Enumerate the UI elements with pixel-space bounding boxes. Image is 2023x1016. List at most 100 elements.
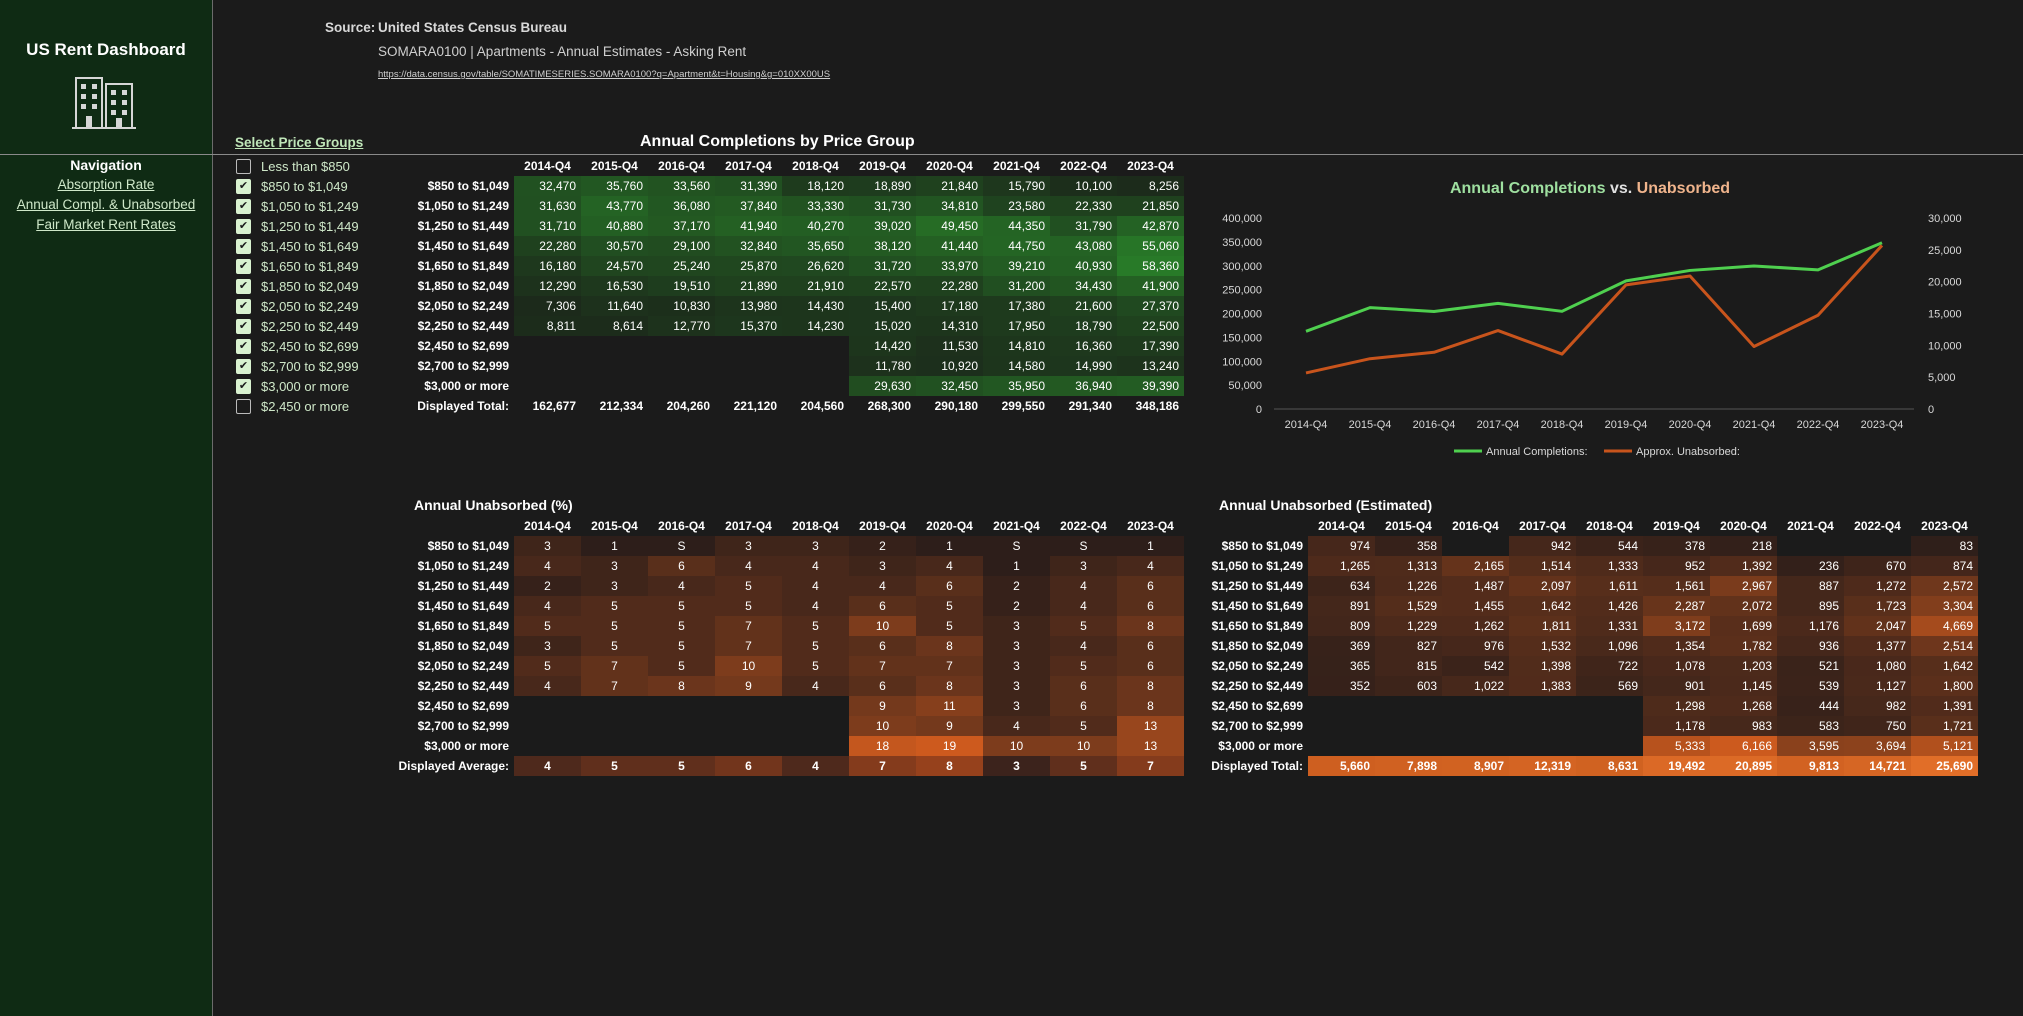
checkbox-unchecked-icon[interactable] bbox=[236, 158, 251, 174]
price-group-checkbox-row[interactable]: Less than $850 bbox=[236, 156, 350, 176]
table-cell: 12,290 bbox=[514, 276, 581, 296]
checkbox-checked-icon[interactable]: ✔ bbox=[236, 218, 251, 234]
table-cell: 30,570 bbox=[581, 236, 648, 256]
table-cell: 1 bbox=[983, 556, 1050, 576]
x-tick-label: 2016-Q4 bbox=[1413, 419, 1456, 431]
table-cell: 5 bbox=[581, 596, 648, 616]
checkbox-checked-icon[interactable]: ✔ bbox=[236, 238, 251, 254]
table-cell: 5 bbox=[648, 596, 715, 616]
table-cell: 22,280 bbox=[916, 276, 983, 296]
table-cell: 3 bbox=[849, 556, 916, 576]
table-cell: 5 bbox=[782, 636, 849, 656]
header-row: 2014-Q4 2015-Q4 2016-Q4 2017-Q4 2018-Q4 2019-… bbox=[1201, 516, 1978, 536]
table-cell: 5 bbox=[648, 656, 715, 676]
checkbox-checked-icon[interactable]: ✔ bbox=[236, 378, 251, 394]
table-cell: 44,750 bbox=[983, 236, 1050, 256]
table-cell: 10,920 bbox=[916, 356, 983, 376]
table-row: $1,450 to $1,649 891 1,529 1,455 1,642 1,426 2… bbox=[1201, 596, 1978, 616]
row-label: $2,450 to $2,699 bbox=[417, 339, 509, 353]
price-group-checkbox-row[interactable]: ✔ $850 to $1,049 bbox=[236, 176, 348, 196]
total-cell: 19,492 bbox=[1643, 756, 1710, 776]
column-header: 2022-Q4 bbox=[1060, 159, 1107, 173]
table-cell bbox=[1442, 716, 1509, 736]
price-group-checkbox-row[interactable]: ✔ $1,050 to $1,249 bbox=[236, 196, 359, 216]
checkbox-checked-icon[interactable]: ✔ bbox=[236, 258, 251, 274]
checkbox-checked-icon[interactable]: ✔ bbox=[236, 278, 251, 294]
price-group-checkbox-row[interactable]: ✔ $2,050 to $2,249 bbox=[236, 296, 359, 316]
checkbox-checked-icon[interactable]: ✔ bbox=[236, 358, 251, 374]
table-cell: 8 bbox=[916, 676, 983, 696]
table-cell: 14,990 bbox=[1050, 356, 1117, 376]
table-cell: 1,145 bbox=[1710, 676, 1777, 696]
row-label: $2,700 to $2,999 bbox=[417, 719, 509, 733]
table-cell bbox=[782, 716, 849, 736]
price-group-label: $850 to $1,049 bbox=[261, 178, 348, 194]
source-url-link[interactable]: https://data.census.gov/table/SOMATIMESE… bbox=[378, 69, 831, 80]
table-cell: 10,100 bbox=[1050, 176, 1117, 196]
completions-table: 2014-Q4 2015-Q4 2016-Q4 2017-Q4 2018-Q4 2019-… bbox=[386, 156, 1184, 416]
price-group-checkbox-row[interactable]: ✔ $2,250 to $2,449 bbox=[236, 316, 359, 336]
table-cell: 12,770 bbox=[648, 316, 715, 336]
table-cell: 603 bbox=[1375, 676, 1442, 696]
table-row: $1,250 to $1,449 2 3 4 5 4 4 6 2 4 6 bbox=[380, 576, 1184, 596]
nav-link-fair-market-rent[interactable]: Fair Market Rent Rates bbox=[36, 217, 176, 232]
table-cell: 4 bbox=[514, 556, 581, 576]
price-group-checkbox-row[interactable]: ✔ $1,250 to $1,449 bbox=[236, 216, 359, 236]
unabsorbed-est-title-text: Annual Unabsorbed (Estimated) bbox=[1219, 497, 1433, 513]
table-cell: 4 bbox=[1050, 636, 1117, 656]
table-cell: 2,165 bbox=[1442, 556, 1509, 576]
row-label: $2,250 to $2,449 bbox=[417, 319, 509, 333]
checkbox-unchecked-icon[interactable] bbox=[236, 398, 251, 414]
unabsorbed-est-table: 2014-Q4 2015-Q4 2016-Q4 2017-Q4 2018-Q4 2019-… bbox=[1201, 516, 1978, 776]
legend-label-unabsorbed: Approx. Unabsorbed: bbox=[1636, 446, 1740, 458]
table-cell: 38,120 bbox=[849, 236, 916, 256]
nav-link-absorption-rate[interactable]: Absorption Rate bbox=[57, 177, 155, 192]
y-left-tick-label: 200,000 bbox=[1222, 309, 1262, 321]
table-cell: 5 bbox=[514, 616, 581, 636]
table-row: $3,000 or more 29,630 32,450 35,950 36,940 39… bbox=[386, 376, 1184, 396]
table-cell: 23,580 bbox=[983, 196, 1050, 216]
table-cell: 31,720 bbox=[849, 256, 916, 276]
table-cell: 2 bbox=[983, 596, 1050, 616]
table-cell bbox=[514, 736, 581, 756]
table-row: $3,000 or more 5,333 6,166 3,595 3,694 5,121 bbox=[1201, 736, 1978, 756]
column-header: 2023-Q4 bbox=[1127, 159, 1174, 173]
checkbox-checked-icon[interactable]: ✔ bbox=[236, 318, 251, 334]
total-cell: 20,895 bbox=[1710, 756, 1777, 776]
table-cell: 809 bbox=[1308, 616, 1375, 636]
table-cell: 1,127 bbox=[1844, 676, 1911, 696]
checkbox-checked-icon[interactable]: ✔ bbox=[236, 298, 251, 314]
nav-link-annual-completions[interactable]: Annual Compl. & Unabsorbed bbox=[16, 197, 196, 212]
table-cell: 14,810 bbox=[983, 336, 1050, 356]
table-cell: 4 bbox=[715, 556, 782, 576]
table-cell bbox=[1509, 696, 1576, 716]
price-group-checkbox-row[interactable]: ✔ $3,000 or more bbox=[236, 376, 349, 396]
price-group-checkbox-row[interactable]: ✔ $1,850 to $2,049 bbox=[236, 276, 359, 296]
table-cell: 378 bbox=[1643, 536, 1710, 556]
table-cell: 8 bbox=[648, 676, 715, 696]
checkbox-checked-icon[interactable]: ✔ bbox=[236, 338, 251, 354]
column-header: 2023-Q4 bbox=[1127, 519, 1174, 533]
checkbox-checked-icon[interactable]: ✔ bbox=[236, 178, 251, 194]
legend-label-completions: Annual Completions: bbox=[1486, 446, 1588, 458]
table-cell: 19 bbox=[916, 736, 983, 756]
header-row: 2014-Q4 2015-Q4 2016-Q4 2017-Q4 2018-Q4 2019-… bbox=[386, 156, 1184, 176]
table-cell: 3 bbox=[983, 656, 1050, 676]
table-row: $1,850 to $2,049 3 5 5 7 5 6 8 3 4 6 bbox=[380, 636, 1184, 656]
price-group-checkbox-row[interactable]: ✔ $1,450 to $1,649 bbox=[236, 236, 359, 256]
price-group-checkbox-row[interactable]: ✔ $2,450 to $2,699 bbox=[236, 336, 359, 356]
y-left-tick-label: 0 bbox=[1256, 404, 1262, 416]
price-group-checkbox-row[interactable]: ✔ $1,650 to $1,849 bbox=[236, 256, 359, 276]
checkbox-checked-icon[interactable]: ✔ bbox=[236, 198, 251, 214]
y-right-tick-label: 0 bbox=[1928, 404, 1934, 416]
price-group-checkbox-row[interactable]: ✔ $2,700 to $2,999 bbox=[236, 356, 359, 376]
row-label: $2,450 to $2,699 bbox=[1211, 699, 1303, 713]
table-cell: 983 bbox=[1710, 716, 1777, 736]
table-cell bbox=[1576, 736, 1643, 756]
total-cell: 5 bbox=[648, 756, 715, 776]
table-cell: 7 bbox=[715, 636, 782, 656]
table-cell: 2,072 bbox=[1710, 596, 1777, 616]
table-cell bbox=[514, 716, 581, 736]
total-cell: 5 bbox=[581, 756, 648, 776]
price-group-checkbox-row[interactable]: $2,450 or more bbox=[236, 396, 349, 416]
